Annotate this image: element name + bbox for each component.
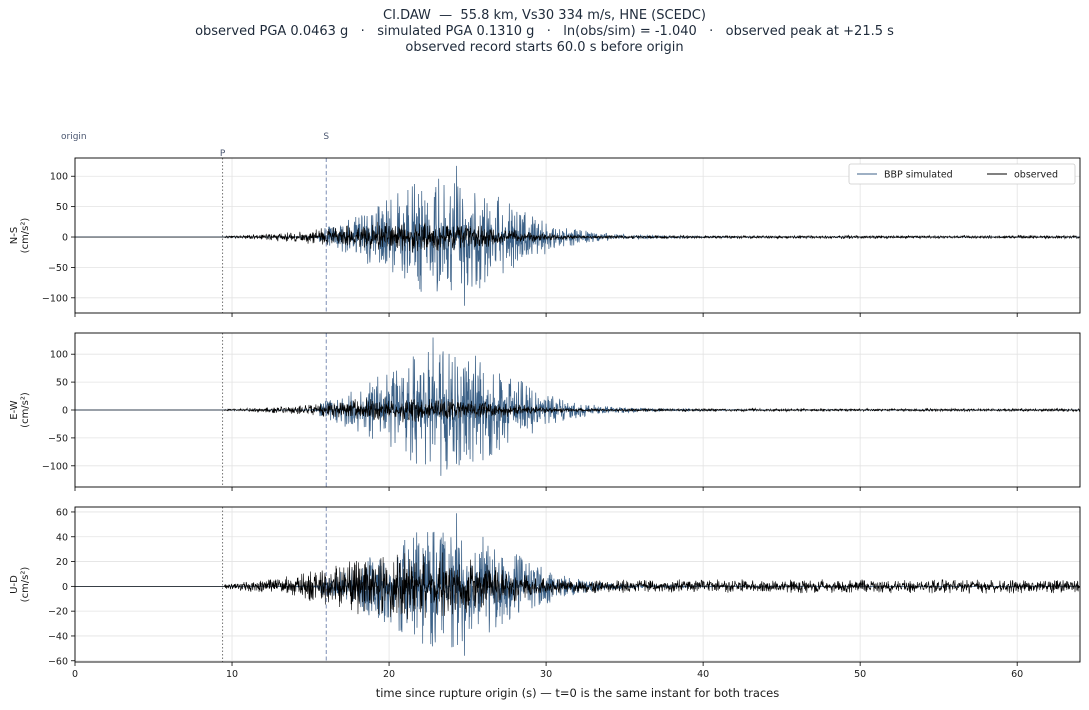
y-tick-label: 100 <box>50 172 68 183</box>
y-tick-label: −100 <box>42 461 68 472</box>
panel-n-s: −100 −50 0 50 100 N-S (cm/s²) BBP simulated obse… <box>9 157 1081 317</box>
observed-trace-e-w <box>75 397 1080 423</box>
x-tick-label: 40 <box>697 669 709 680</box>
panel-e-w: −100 −50 0 50 100 E-W (cm/s²) <box>9 332 1081 491</box>
y-tick-label: 100 <box>50 350 68 361</box>
title-line-3: observed record starts 60.0 s before ori… <box>405 40 684 55</box>
y-axis-label: U-D <box>9 575 20 594</box>
y-tick-label: 60 <box>56 507 68 518</box>
x-axis-label: time since rupture origin (s) — t=0 is t… <box>376 686 780 700</box>
panel-frame <box>74 506 1081 663</box>
y-tick-label: −100 <box>42 293 68 304</box>
y-tick-label: −50 <box>48 433 68 444</box>
s-label: S <box>323 132 329 142</box>
y-tick-label: −20 <box>48 607 68 618</box>
panel-u-d: −60 −40 −20 0 20 40 60 0 10 20 30 40 50 60 U-D (cm/s²) <box>9 506 1081 680</box>
y-tick-label: 50 <box>56 202 68 213</box>
y-tick-label: −60 <box>48 656 68 667</box>
legend-entry: observed <box>1014 170 1058 181</box>
x-tick-label: 30 <box>540 669 552 680</box>
legend-entry: BBP simulated <box>884 170 953 181</box>
title-line-1: CI.DAW — 55.8 km, Vs30 334 m/s, HNE (SCE… <box>383 8 706 23</box>
traces <box>75 337 1080 476</box>
y-tick-label: 40 <box>56 532 68 543</box>
y-tick-label: −40 <box>48 631 68 642</box>
x-tick-label: 0 <box>72 669 78 680</box>
y-axis-label: (cm/s²) <box>20 218 31 254</box>
title-line-2: observed PGA 0.0463 g · simulated PGA 0.… <box>195 24 894 39</box>
legend: BBP simulated observed <box>848 163 1076 185</box>
figure-title: CI.DAW — 55.8 km, Vs30 334 m/s, HNE (SCE… <box>0 8 1089 56</box>
y-tick-label: 0 <box>62 233 68 244</box>
y-tick-label: 0 <box>62 582 68 593</box>
traces <box>75 513 1080 656</box>
x-tick-label: 50 <box>854 669 866 680</box>
x-tick-label: 60 <box>1011 669 1023 680</box>
origin-label: origin <box>61 132 87 142</box>
x-tick-label: 10 <box>226 669 238 680</box>
legend-box <box>848 163 1076 185</box>
y-axis-label: E-W <box>9 400 20 420</box>
y-tick-label: 0 <box>62 406 68 417</box>
y-tick-label: 20 <box>56 557 68 568</box>
simulated-trace-e-w <box>75 337 1080 476</box>
y-tick-label: 50 <box>56 378 68 389</box>
observed-trace-u-d <box>75 552 1080 620</box>
observed-trace-n-s <box>75 221 1080 253</box>
panel-frame <box>74 157 1081 314</box>
p-label: P <box>220 149 226 159</box>
y-tick-label: −50 <box>48 263 68 274</box>
y-axis-label: N-S <box>9 227 20 244</box>
y-axis-label: (cm/s²) <box>20 392 31 428</box>
y-axis-label: (cm/s²) <box>20 567 31 603</box>
traces <box>75 165 1080 306</box>
x-tick-label: 20 <box>383 669 395 680</box>
